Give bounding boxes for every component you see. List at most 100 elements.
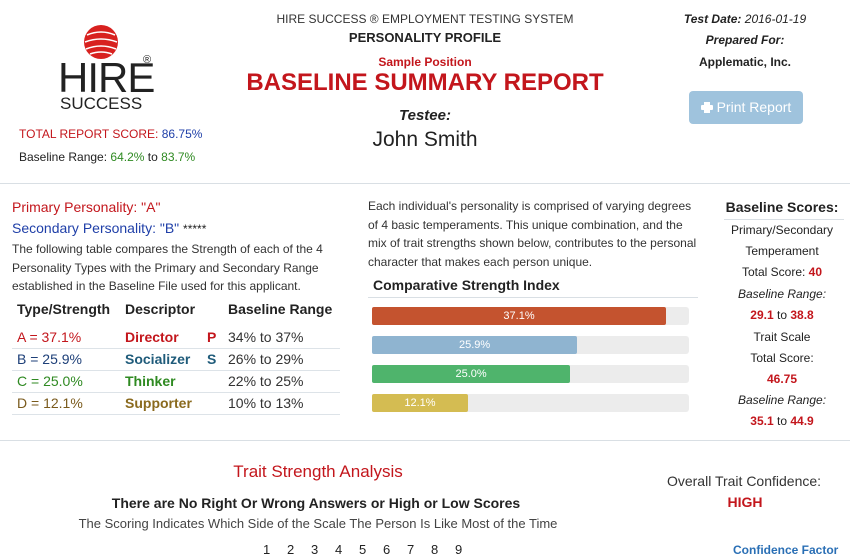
description: The following table compares the Strengt… <box>12 242 323 293</box>
descriptor: Supporter <box>125 395 192 411</box>
trait-note: The Scoring Indicates Which Side of the … <box>78 516 558 531</box>
value: 35.1 <box>750 414 774 428</box>
bar-label: 12.1% <box>404 397 436 409</box>
value: 29.1 <box>750 308 774 322</box>
divider <box>0 440 850 441</box>
table-row: B = 25.9% Socializer S 26% to 29% <box>12 348 340 371</box>
sep: to <box>147 150 158 164</box>
logo-globe <box>84 25 118 59</box>
descriptor: Socializer <box>125 351 191 367</box>
scale-number: 1 <box>263 542 271 557</box>
value: 86.75% <box>161 127 203 141</box>
table-row: D = 12.1% Supporter 10% to 13% <box>12 392 340 415</box>
scale-number: 6 <box>383 542 391 557</box>
bar-label: 25.0% <box>455 368 487 380</box>
table-header: Type/Strength <box>17 301 111 317</box>
print-button[interactable]: Print Report <box>689 91 803 124</box>
confidence-value: HIGH <box>727 494 763 510</box>
range-label: Baseline Range: <box>737 287 827 301</box>
table-header: Baseline Range <box>228 301 333 317</box>
value: 38.8 <box>790 308 814 322</box>
type-strength: B = 25.9% <box>17 351 82 367</box>
logo-hire: HIRE <box>58 54 155 101</box>
label: Baseline Range: <box>19 150 108 164</box>
descriptor: Director <box>125 329 179 345</box>
section-label: Trait Scale <box>753 330 811 344</box>
range: 35.1 to 44.9 <box>750 414 813 428</box>
test-date: Test Date: 2016-01-19 <box>684 12 806 26</box>
bar-label: 25.9% <box>459 339 491 351</box>
prepared-label: Prepared For: <box>705 33 785 47</box>
secondary-personality: Secondary Personality: "B" ***** <box>12 220 206 236</box>
label: Secondary Personality: "B" <box>12 220 180 236</box>
scale-number: 4 <box>335 542 343 557</box>
table-row: C = 25.0% Thinker 22% to 25% <box>12 370 340 393</box>
bar <box>372 365 571 383</box>
value: 83.7% <box>161 150 196 164</box>
logo-success: SUCCESS <box>60 94 143 113</box>
position: Sample Position <box>378 55 472 69</box>
label: Test Date: <box>683 12 742 26</box>
scale-number: 3 <box>311 542 319 557</box>
value: 64.2% <box>110 150 145 164</box>
profile: PERSONALITY PROFILE <box>348 30 502 45</box>
sep: to <box>776 414 788 428</box>
total-value: 46.75 <box>766 372 798 386</box>
type-strength: A = 37.1% <box>17 329 82 345</box>
baseline-range: 26% to 29% <box>228 351 304 367</box>
range: 29.1 to 38.8 <box>750 308 813 322</box>
type-strength: D = 12.1% <box>17 395 83 411</box>
range-marker: P <box>207 329 217 345</box>
baseline-range: 34% to 37% <box>228 329 304 345</box>
label: TOTAL REPORT SCORE: <box>19 127 159 141</box>
testee-label: Testee: <box>399 107 451 124</box>
baseline-title: Baseline Scores: <box>725 199 839 215</box>
confidence-label: Overall Trait Confidence: <box>666 473 822 489</box>
range-label: Baseline Range: <box>737 393 827 407</box>
sep: to <box>776 308 788 322</box>
index-title: Comparative Strength Index <box>373 277 560 293</box>
total-label: Total Score: <box>750 351 814 365</box>
type-strength: C = 25.0% <box>17 373 83 389</box>
confidence-factor: Confidence Factor <box>733 543 839 557</box>
value: 44.9 <box>790 414 814 428</box>
system-name: HIRE SUCCESS ® EMPLOYMENT TESTING SYSTEM <box>276 12 574 26</box>
primary-personality: Primary Personality: "A" <box>12 199 161 215</box>
company: Applematic, Inc. <box>698 55 792 69</box>
divider <box>724 219 844 220</box>
scale-number: 8 <box>431 542 439 557</box>
scale-number: 9 <box>455 542 463 557</box>
value: 40 <box>808 265 823 279</box>
baseline-range: 10% to 13% <box>228 395 304 411</box>
button-label: Print Report <box>716 99 792 115</box>
logo-mark: ® <box>143 54 152 66</box>
trait-subtitle: There are No Right Or Wrong Answers or H… <box>111 495 521 511</box>
total-score: TOTAL REPORT SCORE: 86.75% <box>19 127 202 141</box>
bar <box>372 307 667 325</box>
baseline-range: Baseline Range: 64.2% to 83.7% <box>19 150 195 164</box>
bar <box>372 336 578 354</box>
scale-number: 7 <box>407 542 415 557</box>
stars: ***** <box>183 222 207 236</box>
bar <box>372 394 468 412</box>
value: 2016-01-19 <box>744 12 807 26</box>
testee-name: John Smith <box>372 128 478 151</box>
total-score: Total Score: 40 <box>742 265 822 279</box>
baseline-range: 22% to 25% <box>228 373 304 389</box>
divider <box>368 297 698 298</box>
scale-number: 2 <box>287 542 295 557</box>
descriptor: Thinker <box>125 373 176 389</box>
label: Total Score: <box>741 265 806 279</box>
printer-icon <box>700 102 713 113</box>
range-marker: S <box>207 351 217 367</box>
scale-number: 5 <box>359 542 367 557</box>
bar-label: 37.1% <box>503 310 535 322</box>
trait-title: Trait Strength Analysis <box>233 462 403 481</box>
table-header: Descriptor <box>125 301 196 317</box>
section-label: Temperament <box>745 244 819 258</box>
report-title: BASELINE SUMMARY REPORT <box>246 69 604 96</box>
divider <box>0 183 850 184</box>
section-label: Primary/Secondary <box>730 223 834 237</box>
table-row: A = 37.1% Director P 34% to 37% <box>12 326 340 349</box>
